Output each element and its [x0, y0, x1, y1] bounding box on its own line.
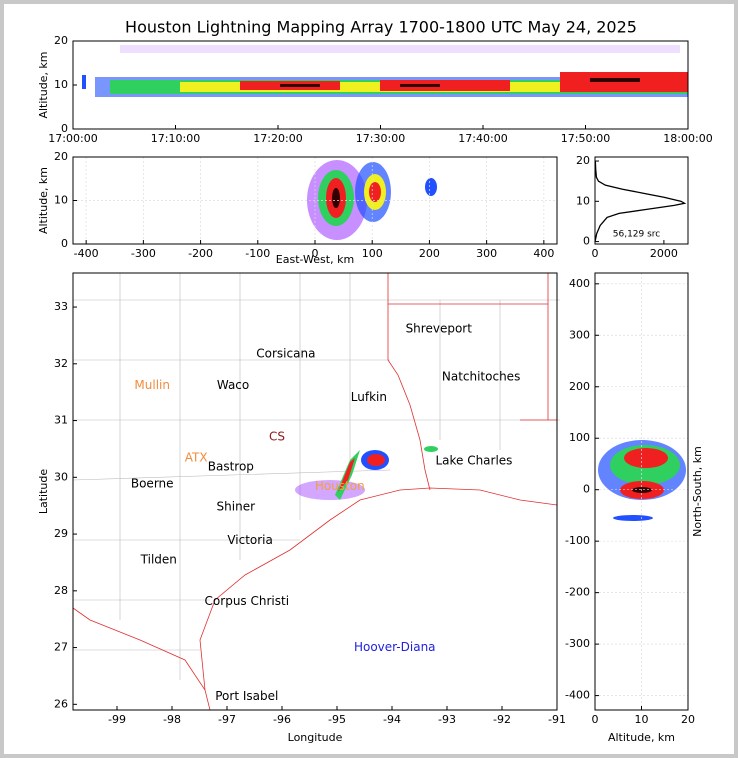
x-tick-label: -200 [188, 247, 213, 260]
place-label: Houston [315, 479, 365, 493]
x-tick-label: 400 [533, 247, 554, 260]
x-tick-label: -99 [108, 713, 126, 726]
x-tick-label: -100 [245, 247, 270, 260]
place-label: Mullin [134, 378, 170, 392]
y-tick-label: 200 [569, 380, 590, 393]
x-axis-label: East-West, km [276, 253, 354, 266]
place-label: Bastrop [208, 460, 254, 474]
x-tick-label: 18:00:00 [663, 132, 712, 145]
y-tick-label: -200 [565, 586, 590, 599]
x-tick-label: -97 [218, 713, 236, 726]
profile-line [594, 161, 687, 242]
y-tick-label: 27 [54, 641, 68, 654]
x-tick-label: 17:50:00 [561, 132, 610, 145]
y-axis-label: North-South, km [691, 446, 704, 537]
x-axis-label: Longitude [288, 731, 343, 744]
place-label: CS [269, 430, 285, 444]
x-tick-label: -300 [131, 247, 156, 260]
plot-frame [594, 156, 689, 245]
x-tick-label: -93 [438, 713, 456, 726]
y-tick-label: 28 [54, 584, 68, 597]
y-tick-label: 10 [54, 78, 68, 91]
x-tick-label: 100 [362, 247, 383, 260]
x-axis-label: Altitude, km [608, 731, 675, 744]
place-label: Boerne [131, 477, 174, 491]
x-tick-label: 0 [312, 247, 319, 260]
y-tick-label: 400 [569, 277, 590, 290]
x-tick-label: 0 [592, 713, 599, 726]
map-density [295, 446, 438, 500]
time-density [82, 45, 688, 97]
map-lines [72, 273, 560, 711]
y-axis-label: Altitude, km [37, 167, 50, 234]
place-label: Waco [217, 378, 249, 392]
place-label: Victoria [227, 533, 273, 547]
x-tick-label: 2000 [650, 247, 678, 260]
plot-frame [72, 40, 689, 130]
plot-frame [72, 272, 558, 711]
y-tick-label: 0 [583, 483, 590, 496]
y-tick-label: 20 [54, 34, 68, 47]
place-label: Hoover-Diana [354, 640, 436, 654]
place-label: Port Isabel [215, 689, 278, 703]
place-label: ATX [185, 451, 208, 465]
y-tick-label: -300 [565, 637, 590, 650]
y-tick-label: 20 [54, 150, 68, 163]
place-label: Tilden [140, 553, 177, 567]
x-tick-label: 17:10:00 [151, 132, 200, 145]
x-tick-label: 17:20:00 [253, 132, 302, 145]
source-count: 56,129 src [613, 230, 661, 240]
x-tick-label: -400 [74, 247, 99, 260]
x-tick-label: 200 [419, 247, 440, 260]
y-tick-label: -100 [565, 534, 590, 547]
place-label: Lake Charles [435, 453, 512, 467]
x-tick-label: 17:30:00 [356, 132, 405, 145]
x-tick-label: 17:40:00 [458, 132, 507, 145]
x-tick-label: -95 [328, 713, 346, 726]
x-tick-label: -94 [383, 713, 401, 726]
y-tick-label: 10 [54, 194, 68, 207]
x-tick-label: 0 [592, 247, 599, 260]
y-tick-label: 100 [569, 431, 590, 444]
y-tick-label: 0 [61, 122, 68, 135]
plot-frame [72, 156, 558, 245]
ns-density [598, 440, 686, 521]
x-tick-label: 300 [476, 247, 497, 260]
y-tick-label: 29 [54, 527, 68, 540]
y-tick-label: 32 [54, 357, 68, 370]
place-label: Corpus Christi [205, 594, 290, 608]
y-tick-label: 0 [61, 237, 68, 250]
x-tick-label: 10 [635, 713, 649, 726]
title: Houston Lightning Mapping Array 1700-180… [125, 18, 637, 37]
y-axis-label: Latitude [37, 469, 50, 515]
x-tick-label: -98 [163, 713, 181, 726]
ew-density [307, 160, 437, 240]
y-tick-label: 33 [54, 300, 68, 313]
x-tick-label: 20 [681, 713, 695, 726]
y-tick-label: 31 [54, 414, 68, 427]
place-label: Natchitoches [442, 369, 520, 383]
y-tick-label: 20 [576, 154, 590, 167]
y-tick-label: 30 [54, 470, 68, 483]
x-tick-label: -91 [548, 713, 566, 726]
place-label: Shreveport [406, 322, 473, 336]
y-tick-label: 26 [54, 697, 68, 710]
y-axis-label: Altitude, km [37, 51, 50, 118]
y-tick-label: 0 [583, 235, 590, 248]
y-tick-label: -400 [565, 689, 590, 702]
x-tick-label: -92 [493, 713, 511, 726]
x-tick-label: -96 [273, 713, 291, 726]
place-label: Lufkin [351, 390, 387, 404]
place-label: Corsicana [256, 347, 315, 361]
plot-frame [594, 272, 689, 711]
y-tick-label: 10 [576, 194, 590, 207]
y-tick-label: 300 [569, 328, 590, 341]
place-label: Shiner [217, 499, 256, 513]
x-tick-label: 17:00:00 [48, 132, 97, 145]
